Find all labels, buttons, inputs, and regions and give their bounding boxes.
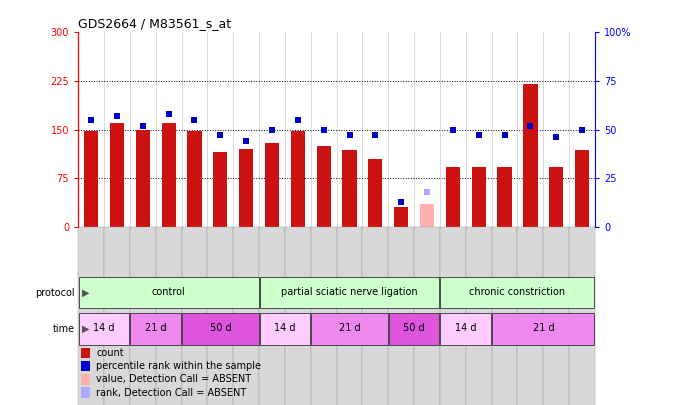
Text: chronic constriction: chronic constriction [469,287,566,297]
Bar [369,159,382,227]
Bar [311,227,337,405]
Text: 50 d: 50 d [403,323,425,333]
Bar [498,167,511,227]
Bar [414,227,440,405]
Bar [388,227,414,405]
Text: 21 d: 21 d [145,323,167,333]
Bar [182,227,207,405]
Point [137,122,148,129]
FancyBboxPatch shape [182,313,258,345]
Point [447,126,458,133]
Bar [343,150,356,227]
Bar [317,146,330,227]
Bar [285,227,311,405]
FancyBboxPatch shape [79,277,258,309]
Point [318,126,329,133]
Point [292,117,303,123]
Bar [549,167,563,227]
Bar [233,227,259,405]
FancyBboxPatch shape [131,313,181,345]
Bar [81,361,90,371]
FancyBboxPatch shape [389,313,439,345]
Bar [104,227,130,405]
Bar [524,84,537,227]
Point [112,113,122,119]
Point [163,111,174,117]
Point [267,126,277,133]
Bar [291,131,305,227]
Bar [81,348,90,358]
Bar [239,149,253,227]
Point [525,122,536,129]
Bar [394,207,408,227]
Point [499,132,510,139]
Point [422,189,432,195]
Bar [492,227,517,405]
Point [396,198,407,205]
Text: 50 d: 50 d [209,323,231,333]
Text: rank, Detection Call = ABSENT: rank, Detection Call = ABSENT [97,388,247,398]
Point [241,138,252,145]
Bar [265,143,279,227]
Point [551,134,562,141]
Bar [188,131,201,227]
Bar [517,227,543,405]
FancyBboxPatch shape [79,313,129,345]
FancyBboxPatch shape [260,313,310,345]
Text: count: count [97,348,124,358]
Bar [446,167,460,227]
Text: GDS2664 / M83561_s_at: GDS2664 / M83561_s_at [78,17,231,30]
Bar [259,227,285,405]
Point [577,126,588,133]
Point [344,132,355,139]
Bar [84,131,98,227]
Bar [110,123,124,227]
Text: 21 d: 21 d [532,323,554,333]
Point [473,132,484,139]
Text: 14 d: 14 d [93,323,115,333]
Bar [337,227,362,405]
Bar [81,387,90,398]
Bar [466,227,492,405]
Bar [207,227,233,405]
Bar [130,227,156,405]
Bar [214,152,227,227]
Text: ▶: ▶ [82,324,89,334]
Bar [78,227,104,405]
Bar [569,227,595,405]
Text: protocol: protocol [35,288,75,298]
Point [86,117,97,123]
Bar [156,227,182,405]
Text: time: time [52,324,75,334]
Text: 14 d: 14 d [274,323,296,333]
Bar [543,227,569,405]
Text: percentile rank within the sample: percentile rank within the sample [97,361,261,371]
Bar [362,227,388,405]
FancyBboxPatch shape [441,313,491,345]
Bar [575,150,589,227]
FancyBboxPatch shape [441,277,594,309]
Point [189,117,200,123]
Bar [420,204,434,227]
FancyBboxPatch shape [311,313,388,345]
FancyBboxPatch shape [492,313,594,345]
Point [370,132,381,139]
Text: control: control [152,287,186,297]
Text: ▶: ▶ [82,288,89,298]
Text: value, Detection Call = ABSENT: value, Detection Call = ABSENT [97,374,252,384]
Bar [162,123,175,227]
Point [215,132,226,139]
Bar [472,167,486,227]
FancyBboxPatch shape [260,277,439,309]
Bar [136,130,150,227]
Text: 14 d: 14 d [455,323,477,333]
Text: 21 d: 21 d [339,323,360,333]
Bar [440,227,466,405]
Text: partial sciatic nerve ligation: partial sciatic nerve ligation [282,287,418,297]
Bar [81,374,90,385]
